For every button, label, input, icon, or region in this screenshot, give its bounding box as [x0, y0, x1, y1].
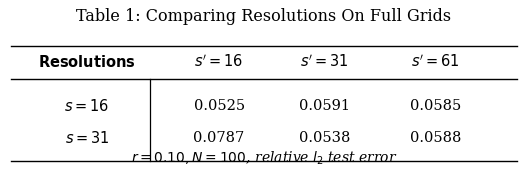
Text: Table 1: Comparing Resolutions On Full Grids: Table 1: Comparing Resolutions On Full G…	[77, 8, 451, 25]
Text: 0.0585: 0.0585	[410, 99, 461, 113]
Text: 0.0591: 0.0591	[299, 99, 350, 113]
Text: $s' = 31$: $s' = 31$	[300, 54, 349, 70]
Text: $s' = 16$: $s' = 16$	[194, 54, 244, 70]
Text: 0.0525: 0.0525	[194, 99, 244, 113]
Text: $s = 16$: $s = 16$	[64, 98, 110, 114]
Text: $s = 31$: $s = 31$	[65, 130, 109, 146]
Text: 0.0588: 0.0588	[410, 131, 461, 145]
Text: $s' = 61$: $s' = 61$	[411, 54, 460, 70]
Text: 0.0787: 0.0787	[193, 131, 245, 145]
Text: $\mathbf{Resolutions}$: $\mathbf{Resolutions}$	[38, 54, 136, 70]
Text: 0.0538: 0.0538	[299, 131, 351, 145]
Text: $r = 0.10, N = 100$, relative $l_2$ test error: $r = 0.10, N = 100$, relative $l_2$ test…	[131, 149, 397, 167]
